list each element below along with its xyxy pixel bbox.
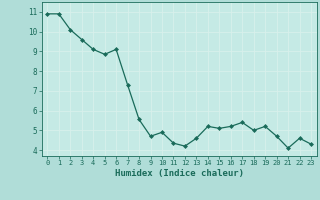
X-axis label: Humidex (Indice chaleur): Humidex (Indice chaleur): [115, 169, 244, 178]
